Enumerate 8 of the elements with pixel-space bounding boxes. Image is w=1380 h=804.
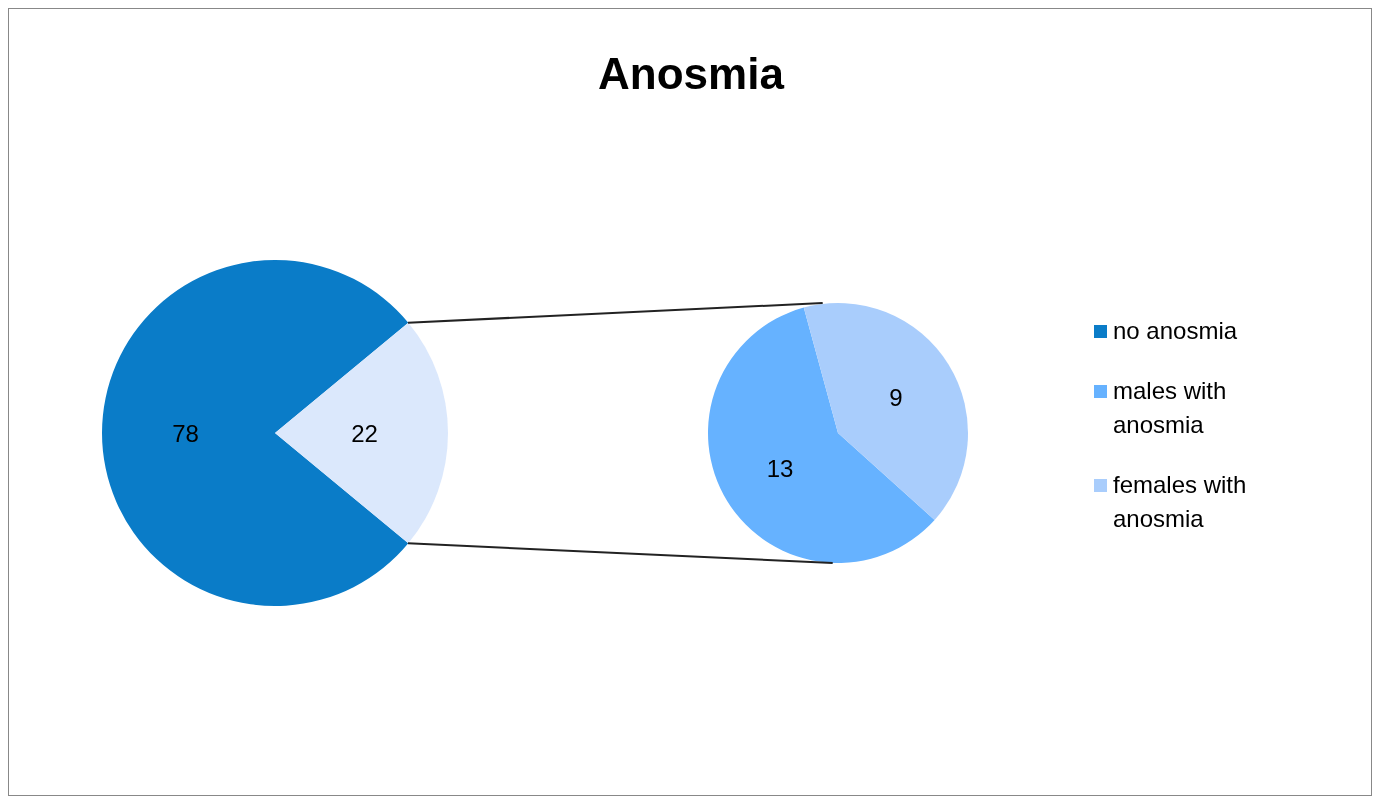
- data-label: 9: [889, 383, 903, 411]
- legend-label: males with anosmia: [1113, 376, 1228, 440]
- data-label: 22: [351, 419, 378, 447]
- chart-title: Anosmia: [597, 49, 786, 99]
- data-label: 13: [766, 455, 794, 483]
- legend-label: no anosmia: [1113, 316, 1239, 346]
- data-label: 78: [172, 419, 199, 447]
- legend-label: females with anosmia: [1113, 470, 1248, 534]
